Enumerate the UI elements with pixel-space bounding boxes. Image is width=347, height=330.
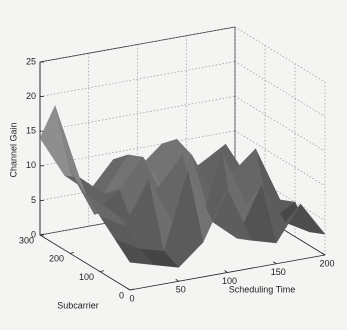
y-tick xyxy=(99,270,105,273)
x-tick xyxy=(224,270,228,273)
z-tick-label: 15 xyxy=(26,126,36,136)
grid-line xyxy=(234,61,326,117)
z-axis-label: Channel Gain xyxy=(8,122,18,177)
x-tick xyxy=(175,278,179,282)
x-tick xyxy=(321,252,326,256)
y-tick xyxy=(39,233,45,236)
grid-line xyxy=(234,26,326,83)
z-tick-label: 25 xyxy=(26,56,36,66)
x-tick xyxy=(273,261,277,265)
y-tick xyxy=(129,288,135,291)
x-tick-label: 100 xyxy=(222,276,237,286)
grid-line xyxy=(39,95,236,132)
y-tick xyxy=(69,251,75,254)
x-axis-label: Scheduling Time xyxy=(229,284,296,294)
surface-patch xyxy=(114,238,155,266)
y-tick-label: 200 xyxy=(49,254,64,264)
x-tick-label: 200 xyxy=(319,258,334,268)
z-tick-label: 10 xyxy=(26,160,36,170)
grid-line xyxy=(39,61,236,97)
z-tick-label: 0 xyxy=(31,229,36,239)
y-tick-label: 300 xyxy=(19,235,34,245)
grid-line xyxy=(234,130,326,187)
x-tick-label: 0 xyxy=(129,293,134,303)
grid-line xyxy=(234,95,326,152)
y-axis-label: Subcarrier xyxy=(57,300,99,310)
y-tick-label: 100 xyxy=(79,272,94,282)
grid-line xyxy=(39,130,236,167)
x-tick xyxy=(126,287,131,291)
y-axis xyxy=(39,234,131,291)
y-tick-label: 0 xyxy=(119,290,124,300)
x-tick-label: 50 xyxy=(176,285,186,295)
x-tick-label: 150 xyxy=(271,267,286,277)
z-tick-label: 20 xyxy=(26,91,36,101)
z-tick-label: 5 xyxy=(31,195,36,205)
